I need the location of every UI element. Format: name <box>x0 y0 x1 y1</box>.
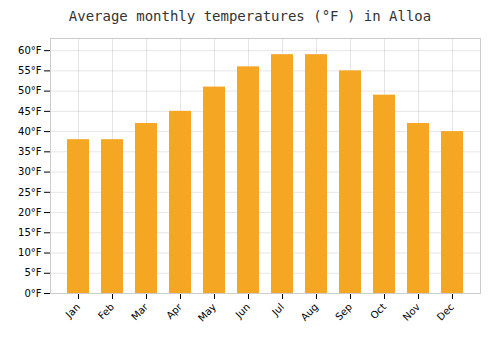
svg-text:May: May <box>196 301 218 323</box>
svg-text:Feb: Feb <box>96 301 116 321</box>
svg-text:Sep: Sep <box>333 301 354 322</box>
svg-text:Nov: Nov <box>401 301 423 323</box>
svg-text:Aug: Aug <box>299 301 321 323</box>
svg-text:Jan: Jan <box>63 301 82 320</box>
svg-text:50°F: 50°F <box>18 85 42 96</box>
svg-text:60°F: 60°F <box>18 45 42 56</box>
svg-text:10°F: 10°F <box>18 247 42 258</box>
svg-text:5°F: 5°F <box>24 267 41 278</box>
svg-text:Jun: Jun <box>233 301 253 321</box>
svg-text:15°F: 15°F <box>18 227 42 238</box>
svg-text:Apr: Apr <box>164 301 185 322</box>
svg-text:45°F: 45°F <box>18 106 42 117</box>
svg-text:Mar: Mar <box>129 301 151 323</box>
svg-text:40°F: 40°F <box>18 126 42 137</box>
svg-text:35°F: 35°F <box>18 146 42 157</box>
svg-text:Jul: Jul <box>269 301 286 318</box>
svg-text:55°F: 55°F <box>18 65 42 76</box>
svg-text:20°F: 20°F <box>18 207 42 218</box>
svg-text:Dec: Dec <box>435 301 456 322</box>
svg-text:30°F: 30°F <box>18 166 42 177</box>
svg-text:Oct: Oct <box>368 301 388 321</box>
svg-text:0°F: 0°F <box>24 288 41 299</box>
svg-text:25°F: 25°F <box>18 187 42 198</box>
html-text:Average monthly temperatures (: Average monthly temperatures (°F ) in Al… <box>68 8 432 24</box>
